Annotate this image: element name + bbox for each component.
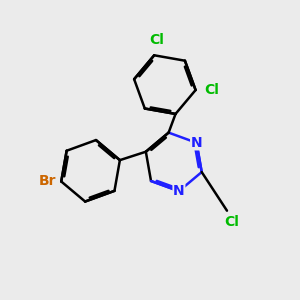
Text: Cl: Cl (205, 83, 219, 97)
Text: Cl: Cl (224, 215, 239, 229)
Text: N: N (191, 136, 203, 150)
Text: N: N (173, 184, 185, 198)
Text: Br: Br (39, 175, 57, 188)
Text: Cl: Cl (150, 33, 165, 47)
